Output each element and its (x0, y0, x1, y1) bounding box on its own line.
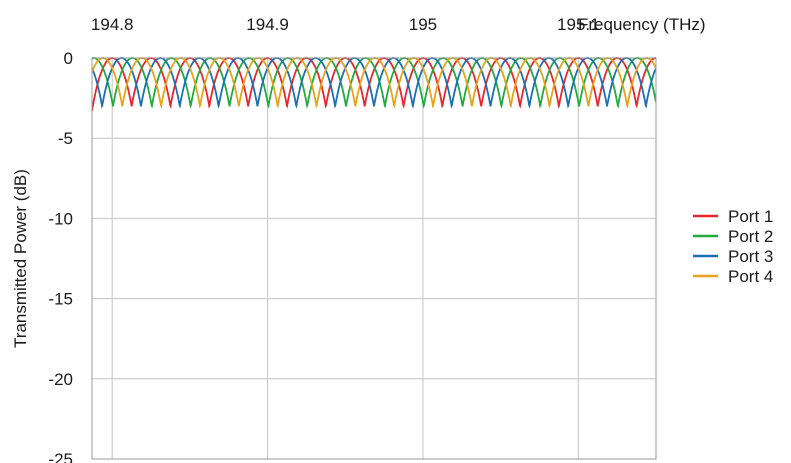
legend-label: Port 4 (728, 267, 773, 286)
series-line-port-3 (92, 57, 656, 109)
y-tick-label: -15 (48, 290, 73, 309)
legend-label: Port 2 (728, 227, 773, 246)
x-tick-label: 194.9 (246, 15, 289, 34)
plot-frame (91, 57, 657, 460)
series-line-port-1 (92, 57, 656, 111)
y-tick-label: -10 (48, 209, 73, 228)
y-tick-label: -20 (48, 370, 73, 389)
y-tick-label: -25 (48, 450, 73, 463)
legend-label: Port 1 (728, 207, 773, 226)
x-axis-label: Frequency (THz) (578, 15, 706, 34)
y-tick-label: -5 (58, 129, 73, 148)
grid (92, 57, 656, 460)
x-tick-label: 195 (409, 15, 437, 34)
series-curves (92, 57, 656, 111)
x-tick-label: 194.8 (91, 15, 134, 34)
y-axis-label: Transmitted Power (dB) (11, 169, 30, 348)
y-tick-labels: 0 -5 -10 -15 -20 -25 (48, 49, 73, 463)
x-tick-label: 195.1 (557, 15, 600, 34)
series-line-port-2 (92, 57, 656, 109)
y-tick-label: 0 (64, 49, 73, 68)
x-tick-labels: 194.8 194.9 195 195.1 (91, 15, 600, 34)
legend-label: Port 3 (728, 247, 773, 266)
